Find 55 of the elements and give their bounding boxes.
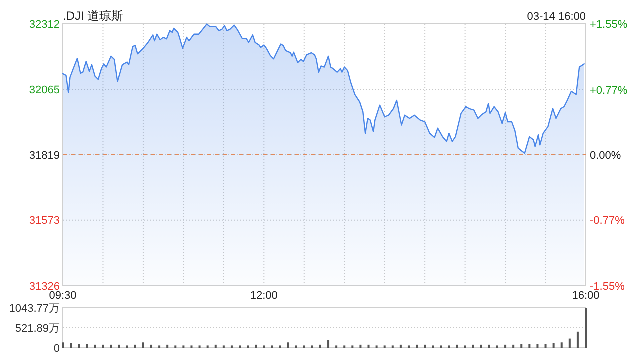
bar bbox=[480, 344, 482, 348]
bar bbox=[568, 338, 571, 348]
y-tick-label: 1043.77万 bbox=[9, 302, 60, 315]
y2-tick-label: -1.55% bbox=[590, 280, 626, 293]
y-tick-label: 32312 bbox=[29, 18, 60, 31]
bar bbox=[86, 344, 88, 348]
bar bbox=[166, 344, 169, 348]
y-tick-label: 31573 bbox=[29, 215, 60, 228]
bar bbox=[287, 342, 290, 348]
bar bbox=[94, 344, 96, 348]
bar bbox=[456, 344, 458, 348]
text: 03-14 16:00 bbox=[527, 11, 586, 23]
bar bbox=[118, 344, 120, 348]
bar bbox=[544, 344, 547, 348]
bar bbox=[110, 344, 112, 348]
bar bbox=[512, 344, 515, 348]
bar bbox=[536, 344, 539, 348]
bar bbox=[255, 344, 258, 348]
x-tick-label: 12:00 bbox=[250, 290, 278, 302]
y-tick-label: 521.89万 bbox=[15, 322, 60, 335]
bar bbox=[560, 342, 563, 348]
y2-tick-label: 0.00% bbox=[590, 150, 622, 162]
bar bbox=[360, 344, 362, 348]
bar bbox=[576, 332, 579, 348]
bar bbox=[368, 344, 370, 348]
bar bbox=[585, 308, 587, 348]
bar bbox=[78, 344, 80, 348]
bar bbox=[319, 344, 322, 348]
x-tick-label: 16:00 bbox=[572, 290, 600, 302]
y2-tick-label: -0.77% bbox=[590, 214, 626, 227]
bar bbox=[150, 344, 153, 348]
chart-title: .DJI 道琼斯 bbox=[63, 9, 124, 23]
y-tick-label: 32065 bbox=[29, 84, 60, 96]
bar bbox=[504, 344, 507, 348]
bar bbox=[520, 344, 523, 348]
bar bbox=[102, 344, 104, 348]
bar bbox=[416, 344, 418, 348]
bar bbox=[552, 343, 555, 348]
bar bbox=[424, 344, 426, 348]
bar bbox=[134, 344, 136, 348]
bar bbox=[70, 343, 72, 348]
bar bbox=[62, 342, 64, 348]
y2-tick-label: +0.77% bbox=[590, 84, 628, 97]
bar bbox=[142, 342, 144, 348]
y-tick-label: 31326 bbox=[29, 280, 60, 293]
y-tick-label: 0 bbox=[54, 342, 60, 355]
y2-tick-label: +1.55% bbox=[590, 18, 628, 31]
bar bbox=[472, 344, 474, 348]
bar bbox=[400, 344, 402, 348]
x-tick-label: 09:30 bbox=[49, 290, 77, 302]
y-tick-label: 31819 bbox=[29, 150, 60, 162]
bar bbox=[488, 344, 490, 348]
bar bbox=[328, 340, 330, 348]
bar bbox=[528, 344, 531, 348]
bar bbox=[214, 344, 217, 348]
